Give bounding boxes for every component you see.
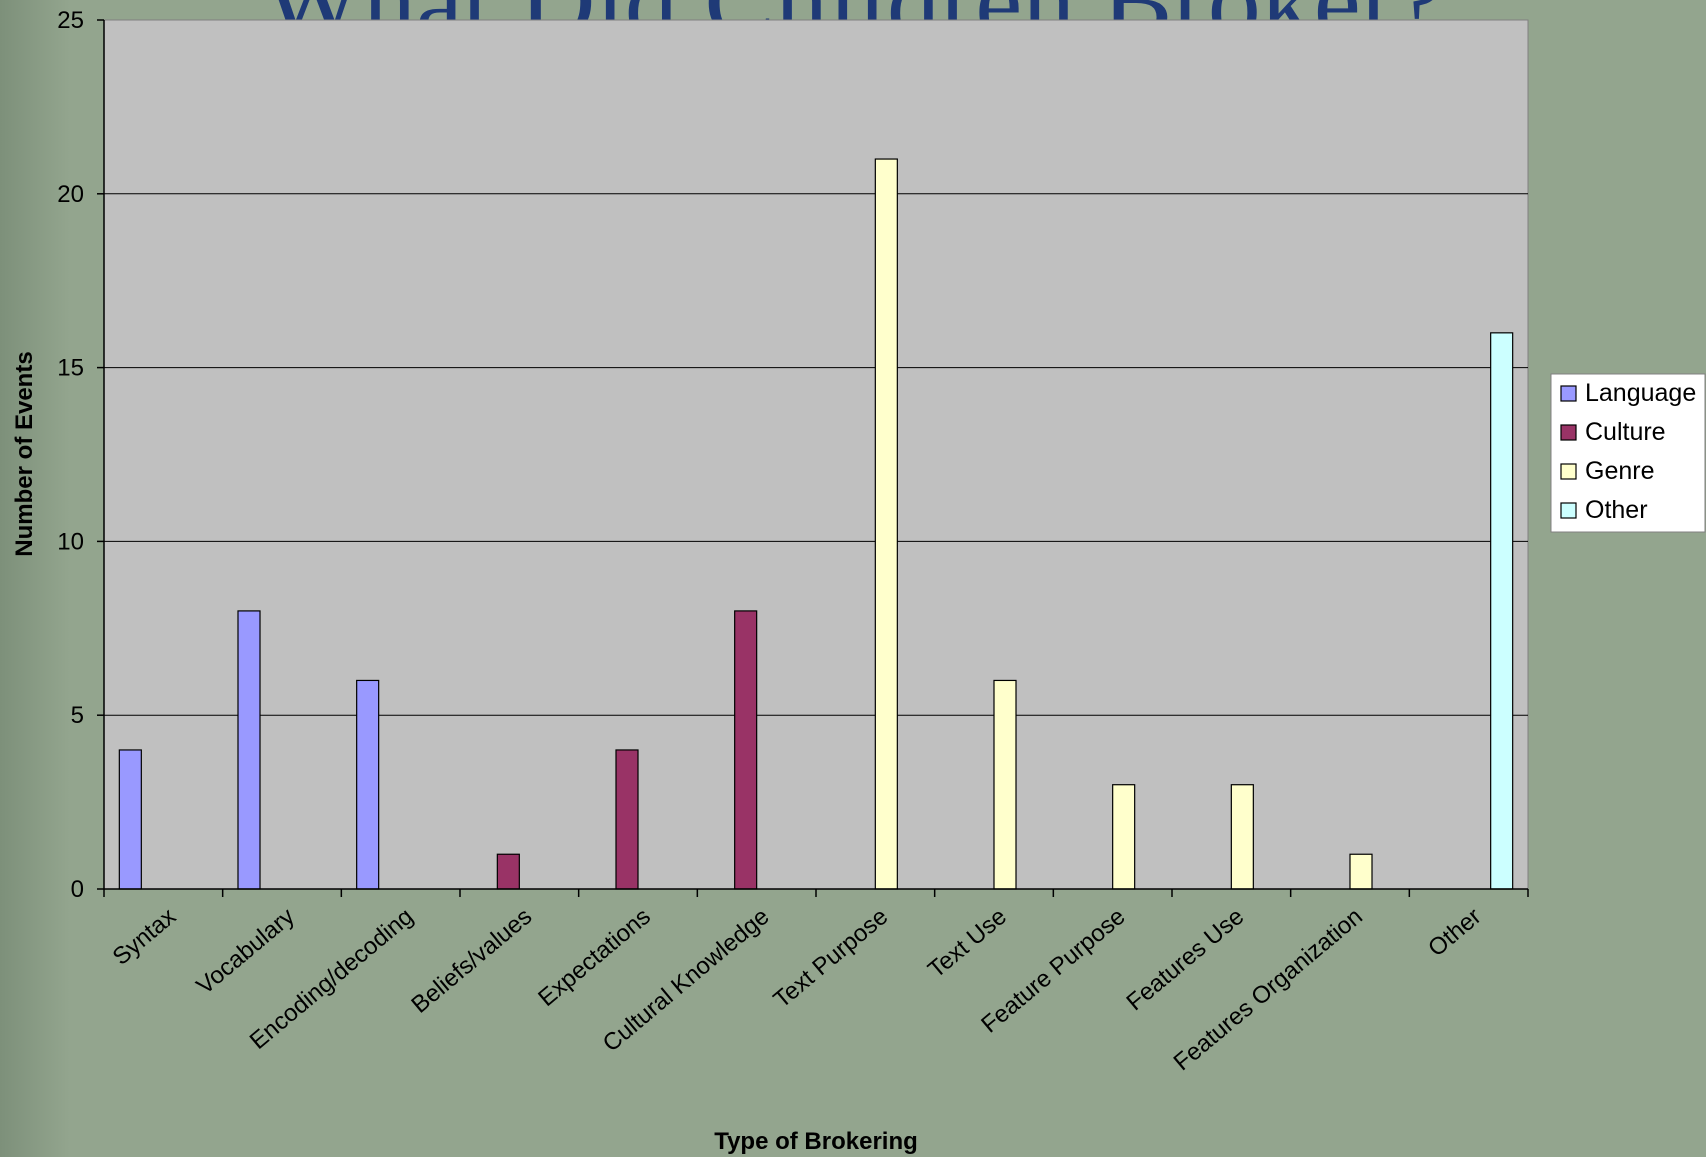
x-axis-title: Type of Brokering [714, 1128, 918, 1155]
legend-swatch [1560, 502, 1577, 519]
legend-box [1550, 373, 1706, 533]
legend-label: Other [1585, 496, 1648, 524]
x-tick-label: Text Purpose [769, 903, 894, 1014]
x-tick-label: Other [1423, 903, 1486, 962]
legend-swatch [1560, 424, 1577, 441]
x-tick-label: Syntax [108, 903, 182, 971]
bar-language-encoding-decoding [356, 679, 380, 890]
legend-label: Genre [1585, 457, 1654, 485]
bar-genre-text-use [993, 679, 1017, 890]
legend-swatch [1560, 463, 1577, 480]
bar-language-syntax [118, 749, 142, 890]
legend-swatch [1560, 385, 1577, 402]
bar-genre-feature-purpose [1112, 784, 1136, 890]
bar-culture-beliefs-values [496, 853, 520, 890]
x-tick-label: Vocabulary [192, 903, 300, 1000]
y-tick-label: 25 [57, 7, 84, 34]
plot-area [103, 19, 1529, 890]
y-tick-label: 10 [57, 528, 84, 555]
bar-language-vocabulary [237, 610, 261, 890]
bar-other-other [1490, 332, 1514, 890]
x-tick-label: Text Use [923, 903, 1012, 984]
bar-culture-cultural-knowledge [734, 610, 758, 890]
y-axis-title: Number of Events [11, 351, 38, 556]
bar-genre-features-use [1230, 784, 1254, 890]
x-tick-label: Features Organization [1169, 903, 1368, 1076]
legend-label: Culture [1585, 418, 1666, 446]
x-tick-label: Expectations [533, 903, 656, 1012]
legend-label: Language [1585, 379, 1696, 407]
y-tick-label: 20 [57, 181, 84, 208]
bars [118, 158, 1514, 890]
bar-genre-features-organization [1349, 853, 1373, 890]
bar-culture-expectations [615, 749, 639, 890]
x-tick-label: Features Use [1121, 903, 1249, 1016]
legend: Language Culture Genre Other [1550, 373, 1706, 533]
y-tick-labels: 0 5 10 15 20 25 [57, 7, 84, 903]
bar-genre-text-purpose [874, 158, 898, 890]
x-tick-labels: Syntax VocabularyEncoding/decodingBeliefs… [108, 903, 1487, 1076]
y-tick-label: 5 [71, 702, 84, 729]
axes [97, 19, 1529, 897]
y-tick-label: 15 [57, 355, 84, 382]
y-tick-label: 0 [71, 876, 84, 903]
x-tick-label: Beliefs/values [406, 903, 537, 1019]
gridlines [104, 193, 1528, 716]
